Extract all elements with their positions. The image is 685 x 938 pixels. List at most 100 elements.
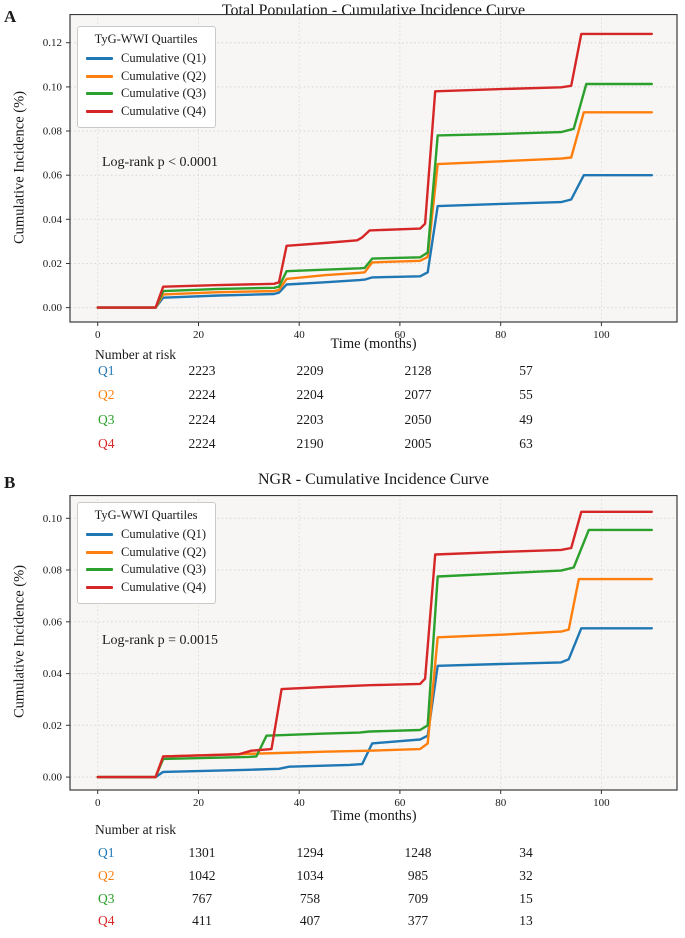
legend-line-swatch — [86, 568, 113, 572]
legend-label: Cumulative (Q3) — [121, 86, 207, 101]
risk-count: 13 — [519, 913, 533, 929]
svg-text:80: 80 — [495, 797, 507, 809]
risk-count: 2209 — [296, 363, 324, 378]
risk-row-quartile-label: Q3 — [98, 411, 115, 427]
panel-a-risk-table-header: Number at risk — [95, 347, 176, 362]
risk-count: 2224 — [188, 411, 216, 427]
curve-q1 — [96, 627, 653, 779]
risk-count: 2050 — [404, 411, 432, 427]
risk-count: 985 — [407, 867, 429, 883]
svg-text:0.08: 0.08 — [43, 565, 63, 577]
risk-count: 1294 — [296, 845, 324, 860]
risk-row-quartile-label: Q1 — [98, 363, 115, 378]
risk-row-q1: Q1 2223 2209 2128 57 — [0, 363, 685, 379]
panel-b-title: NGR - Cumulative Incidence Curve — [257, 471, 490, 488]
panel-b-risk-table-header: Number at risk — [95, 822, 176, 837]
svg-text:0.08: 0.08 — [43, 126, 63, 138]
risk-count: 377 — [407, 913, 429, 929]
svg-text:0.02: 0.02 — [43, 720, 62, 732]
risk-row-quartile-label: Q2 — [98, 867, 115, 883]
legend-item: Cumulative (Q3) — [86, 85, 206, 103]
gridlines-and-ticks: 0.00 0.02 0.04 0.06 0.08 0.10 0 20 40 60 80 100 — [43, 495, 677, 809]
panel-a-x-axis-label: Time (months) — [330, 336, 417, 352]
legend-title: TyG-WWI Quartiles — [94, 32, 198, 46]
legend-line-swatch — [86, 533, 113, 537]
svg-text:20: 20 — [193, 329, 205, 341]
legend-line-swatch — [86, 57, 113, 61]
risk-row-quartile-label: Q4 — [98, 435, 115, 451]
curve-q4 — [96, 32, 653, 309]
curve-q4 — [96, 510, 653, 779]
legend-line-swatch — [86, 109, 113, 113]
legend-item: Cumulative (Q3) — [86, 561, 206, 579]
legend-label: Cumulative (Q2) — [121, 544, 207, 559]
svg-text:0.10: 0.10 — [43, 513, 63, 525]
risk-count: 758 — [299, 890, 321, 906]
risk-count: 34 — [519, 845, 533, 860]
panel-a-survival-plot: 0.00 0.02 0.04 0.06 0.08 0.10 0.12 0 20 40 60 80 100 — [43, 14, 678, 341]
risk-count: 1042 — [188, 867, 216, 883]
plot-border — [69, 495, 678, 791]
svg-text:20: 20 — [193, 797, 205, 809]
legend-line-swatch — [86, 74, 113, 78]
curve-q3 — [96, 528, 653, 779]
risk-count: 49 — [519, 411, 533, 427]
risk-count: 15 — [519, 890, 533, 906]
legend-item: Cumulative (Q4) — [86, 579, 206, 597]
svg-text:0.04: 0.04 — [43, 214, 63, 226]
svg-text:0.00: 0.00 — [43, 302, 63, 314]
risk-count: 407 — [299, 913, 321, 929]
risk-count: 63 — [519, 435, 533, 451]
panel-b-label: B — [4, 473, 16, 492]
risk-row-q3: Q3 2224 2203 2050 49 — [0, 412, 685, 428]
risk-row-q3: Q3 767 758 709 15 — [0, 891, 685, 907]
panel-a-label: A — [4, 7, 17, 26]
legend-title: TyG-WWI Quartiles — [94, 508, 198, 522]
panel-b-x-axis-label: Time (months) — [330, 808, 417, 824]
risk-count: 1248 — [404, 845, 432, 860]
svg-text:60: 60 — [394, 329, 406, 341]
risk-count: 1301 — [188, 845, 216, 860]
risk-count: 55 — [519, 387, 533, 403]
gridlines-and-ticks: 0.00 0.02 0.04 0.06 0.08 0.10 0.12 0 20 40 60 80 100 — [43, 14, 677, 341]
svg-text:40: 40 — [294, 797, 306, 809]
legend-items: Cumulative (Q1) Cumulative (Q2) Cumulative… — [86, 526, 206, 596]
risk-count: 411 — [192, 913, 212, 929]
risk-row-q4: Q4 411 407 377 13 — [0, 913, 685, 929]
svg-text:40: 40 — [294, 329, 306, 341]
plot-border — [69, 14, 678, 323]
svg-text:100: 100 — [593, 797, 610, 809]
risk-count: 1034 — [296, 867, 324, 883]
risk-row-quartile-label: Q1 — [98, 845, 115, 860]
svg-text:0: 0 — [95, 329, 101, 341]
svg-text:0.12: 0.12 — [43, 37, 62, 49]
risk-row-q1: Q1 1301 1294 1248 34 — [0, 845, 685, 861]
curve-q1 — [96, 173, 653, 309]
svg-text:0.06: 0.06 — [43, 170, 63, 182]
legend-line-swatch — [86, 92, 113, 96]
svg-text:100: 100 — [593, 329, 610, 341]
risk-row-quartile-label: Q4 — [98, 913, 115, 929]
svg-text:80: 80 — [495, 329, 507, 341]
svg-text:0.04: 0.04 — [43, 668, 63, 680]
legend-item: Cumulative (Q1) — [86, 50, 206, 68]
risk-count: 2204 — [296, 387, 324, 403]
legend-label: Cumulative (Q4) — [121, 103, 207, 118]
risk-row-q4: Q4 2224 2190 2005 63 — [0, 436, 685, 452]
panel-a-legend: TyG-WWI Quartiles Cumulative (Q1) Cumulat… — [77, 26, 217, 128]
legend-label: Cumulative (Q3) — [121, 562, 207, 577]
panel-a-logrank-pvalue: Log-rank p < 0.0001 — [102, 155, 218, 170]
risk-count: 2190 — [296, 435, 324, 451]
curve-q2 — [96, 111, 653, 309]
legend-item: Cumulative (Q4) — [86, 103, 206, 121]
legend-item: Cumulative (Q1) — [86, 526, 206, 544]
risk-row-q2: Q2 1042 1034 985 32 — [0, 868, 685, 884]
panel-b-logrank-pvalue: Log-rank p = 0.0015 — [102, 633, 218, 648]
legend-item: Cumulative (Q2) — [86, 544, 206, 562]
risk-row-quartile-label: Q2 — [98, 387, 115, 403]
svg-text:0.10: 0.10 — [43, 81, 63, 93]
risk-count: 2128 — [404, 363, 432, 378]
curve-q3 — [96, 82, 653, 309]
risk-count: 709 — [407, 890, 429, 906]
